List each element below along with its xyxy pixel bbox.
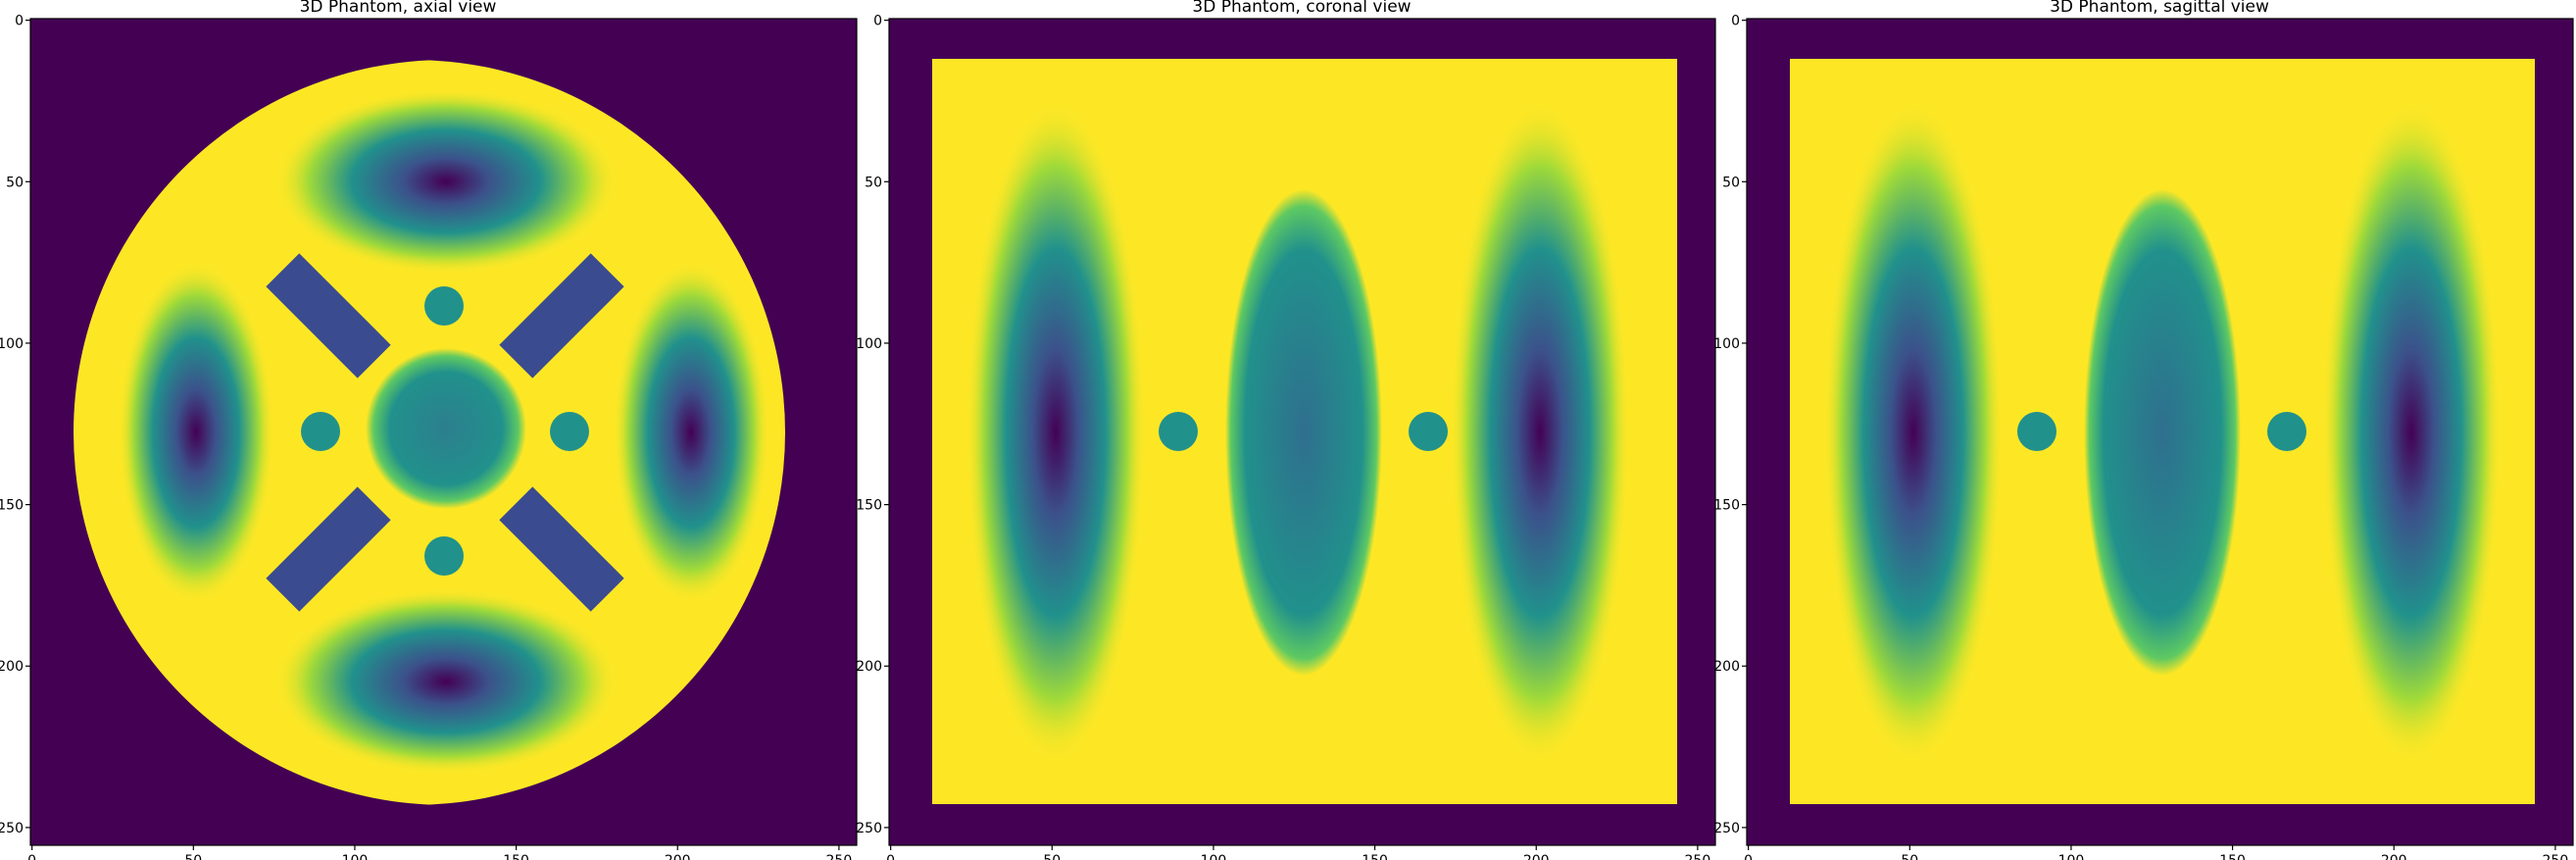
axial-panel: 3D Phantom, axial view [29, 0, 858, 846]
sagittal-image [1790, 59, 2535, 804]
axial-bar-br [499, 486, 624, 612]
coronal-xtick-label: 250 [1685, 853, 1711, 860]
sagittal-frame [1746, 18, 2574, 846]
axial-bar-tl [266, 253, 391, 379]
axial-lobe-bottom [274, 588, 618, 775]
coronal-insert-left [1159, 412, 1198, 451]
coronal-lobe-left [966, 99, 1146, 766]
axial-lobe-top [274, 88, 618, 275]
axial-ytick-label: 0 [15, 14, 24, 29]
axial-ytick-label: 200 [0, 659, 24, 675]
sagittal-insert-left [2017, 412, 2056, 451]
axial-bar-tr [499, 253, 624, 379]
sagittal-xtick-label: 50 [1901, 853, 1918, 860]
axial-xtick-label: 200 [665, 853, 691, 860]
coronal-frame [888, 18, 1716, 846]
axial-image [74, 60, 785, 805]
axial-title: 3D Phantom, axial view [300, 0, 497, 17]
axial-frame [29, 18, 858, 846]
coronal-ytick-label: 200 [856, 659, 882, 675]
axial-ytick-label: 250 [0, 821, 24, 836]
axial-ytick-label: 100 [0, 336, 24, 352]
coronal-title: 3D Phantom, coronal view [1192, 0, 1411, 17]
axial-xtick-label: 0 [27, 853, 36, 860]
axial-insert-left [301, 412, 340, 451]
coronal-xtick-label: 200 [1523, 853, 1550, 860]
sagittal-xtick-label: 150 [2219, 853, 2246, 860]
coronal-image [932, 59, 1677, 804]
axial-insert-top [424, 286, 464, 326]
sagittal-xtick-label: 0 [1744, 853, 1753, 860]
sagittal-ytick-label: 100 [1713, 336, 1740, 352]
sagittal-xtick-label: 100 [2058, 853, 2085, 860]
coronal-panel: 3D Phantom, coronal view [888, 0, 1716, 846]
axes-layer: 0 50 100 150 200 250 0 50 100 150 200 250 0 50 100 150 2… [0, 14, 2568, 860]
axial-bar-bl [266, 486, 391, 612]
sagittal-ytick-label: 0 [1731, 14, 1740, 29]
sagittal-lobe-left [1823, 99, 2004, 766]
coronal-ytick-label: 250 [856, 821, 882, 836]
coronal-ytick-label: 150 [856, 498, 882, 514]
axial-xtick-label: 250 [826, 853, 853, 860]
coronal-xtick-label: 0 [886, 853, 895, 860]
axial-ytick-label: 150 [0, 498, 24, 514]
sagittal-xtick-label: 200 [2381, 853, 2407, 860]
sagittal-panel: 3D Phantom, sagittal view [1746, 0, 2574, 846]
coronal-ytick-label: 100 [856, 336, 882, 352]
coronal-ytick-label: 50 [865, 175, 882, 190]
sagittal-ytick-label: 200 [1713, 659, 1740, 675]
sagittal-title: 3D Phantom, sagittal view [2050, 0, 2269, 17]
axial-insert-bottom [424, 536, 464, 576]
axial-lobe-right [613, 261, 769, 604]
sagittal-insert-right [2267, 412, 2306, 451]
sagittal-ytick-label: 250 [1713, 821, 1740, 836]
axial-xtick-label: 50 [184, 853, 202, 860]
axial-lobe-left [118, 261, 274, 604]
axial-ytick-label: 50 [6, 175, 24, 190]
coronal-lobe-right [1450, 99, 1630, 766]
sagittal-ytick-label: 50 [1722, 175, 1740, 190]
coronal-xtick-label: 50 [1043, 853, 1061, 860]
sagittal-center-ellipsoid [2084, 189, 2241, 676]
coronal-insert-right [1409, 412, 1448, 451]
coronal-xtick-label: 100 [1201, 853, 1227, 860]
coronal-xtick-label: 150 [1362, 853, 1388, 860]
sagittal-xtick-label: 250 [2543, 853, 2569, 860]
axial-xtick-label: 100 [342, 853, 369, 860]
sagittal-lobe-right [2321, 99, 2502, 766]
coronal-center-ellipsoid [1225, 189, 1382, 676]
axial-center-sphere [366, 348, 526, 509]
axial-insert-right [550, 412, 589, 451]
coronal-ytick-label: 0 [873, 14, 882, 29]
axial-xtick-label: 150 [503, 853, 529, 860]
sagittal-ytick-label: 150 [1713, 498, 1740, 514]
